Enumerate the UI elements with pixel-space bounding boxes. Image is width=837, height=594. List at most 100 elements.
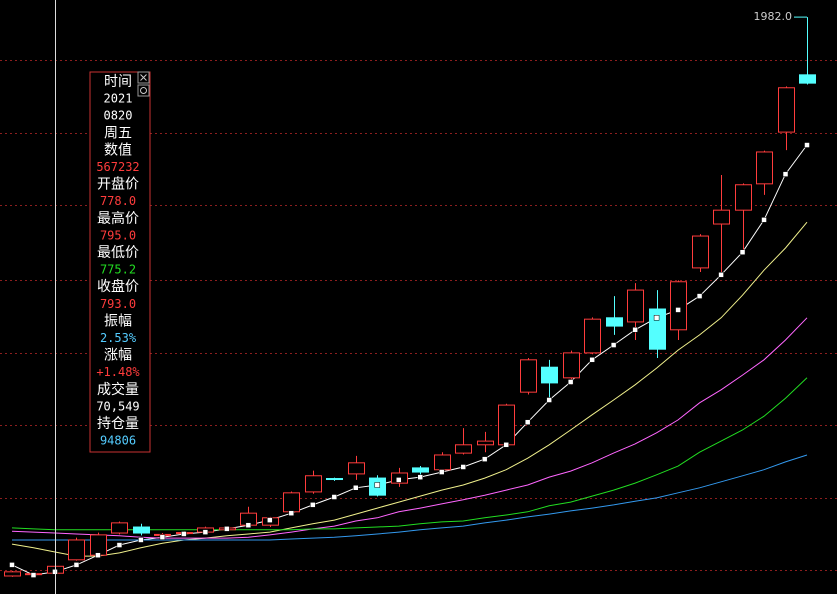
candle-body xyxy=(498,404,515,446)
candle-body xyxy=(133,526,150,534)
info-value: 778.0 xyxy=(100,194,136,208)
ma-marker xyxy=(374,482,381,488)
ma-marker xyxy=(159,534,166,540)
ma-line xyxy=(11,317,808,539)
candle-body xyxy=(68,539,85,561)
candle-body xyxy=(670,281,687,331)
ma-marker xyxy=(675,307,681,313)
candle-body xyxy=(283,492,300,513)
candle-body xyxy=(692,235,709,269)
candle-body xyxy=(713,209,730,225)
ma-marker xyxy=(804,142,810,148)
candle-body xyxy=(541,366,558,384)
ma-marker xyxy=(739,249,746,255)
candle-body xyxy=(326,478,343,481)
info-label: 最高价 xyxy=(97,210,139,227)
candle-body xyxy=(412,467,429,473)
info-label: 开盘价 xyxy=(97,176,139,193)
info-label: 周五 xyxy=(104,125,132,141)
info-label: 数值 xyxy=(104,142,132,158)
candle-body xyxy=(563,352,580,379)
ma-marker xyxy=(30,572,37,578)
candle-body xyxy=(455,444,472,454)
info-label: 涨幅 xyxy=(104,348,132,364)
ma-marker xyxy=(73,562,80,568)
ma-marker xyxy=(610,342,617,348)
ma-marker xyxy=(202,529,209,535)
ma-marker xyxy=(696,293,703,299)
ma-marker xyxy=(632,327,638,333)
ma-marker xyxy=(224,526,230,532)
ma-marker xyxy=(546,397,552,403)
close-button[interactable] xyxy=(137,71,150,84)
info-label: 收盘价 xyxy=(97,278,139,295)
candle-body xyxy=(111,522,128,534)
candle-body xyxy=(627,289,644,323)
ma-marker xyxy=(95,552,101,558)
info-panel-box xyxy=(89,71,151,453)
ma-marker xyxy=(524,419,531,425)
info-value: 567232 xyxy=(96,160,139,174)
info-value: 795.0 xyxy=(100,228,136,242)
ma-marker xyxy=(653,315,660,321)
candle-body xyxy=(778,87,795,133)
info-value: 70,549 xyxy=(96,399,139,413)
ma-marker xyxy=(353,485,359,491)
ma-marker xyxy=(718,272,724,278)
info-label: 振幅 xyxy=(104,313,132,329)
ma-marker xyxy=(116,542,123,548)
candle-body xyxy=(348,462,365,475)
info-value: 793.0 xyxy=(100,297,136,311)
ma-marker xyxy=(503,442,509,448)
ma-marker xyxy=(9,562,15,568)
candle-body xyxy=(90,534,107,556)
ma-marker xyxy=(138,537,144,543)
close-icon[interactable] xyxy=(140,74,147,81)
info-label: 最低价 xyxy=(97,245,139,261)
ma-marker xyxy=(52,569,58,575)
candles: 1982.0 xyxy=(4,0,816,594)
candle-body xyxy=(584,318,601,354)
settings-box[interactable] xyxy=(137,84,150,97)
ma-marker xyxy=(310,502,316,508)
info-label: 成交量 xyxy=(97,381,139,398)
info-value: 2.53% xyxy=(100,331,137,345)
ma-marker xyxy=(288,510,295,516)
info-value: +1.48% xyxy=(96,365,140,379)
candle-body xyxy=(799,74,816,84)
ma-marker xyxy=(245,522,252,528)
ma-marker xyxy=(589,357,595,363)
info-label: 持仓量 xyxy=(97,416,139,432)
ma-marker xyxy=(438,469,445,475)
candle-body xyxy=(477,440,494,446)
candle-body xyxy=(756,151,773,185)
close-box[interactable] xyxy=(137,71,150,84)
candle-body xyxy=(4,571,21,577)
ma-marker xyxy=(761,217,767,223)
ma-marker xyxy=(782,171,789,177)
ma-line xyxy=(12,454,808,541)
info-value: 94806 xyxy=(100,434,136,448)
settings-button[interactable] xyxy=(137,84,150,97)
candle-body xyxy=(735,184,752,211)
ma-line xyxy=(11,221,808,557)
ma-marker xyxy=(481,456,488,462)
info-label: 时间 xyxy=(104,74,132,90)
ma-marker xyxy=(460,464,466,470)
candle-body xyxy=(649,308,666,350)
ma-marker xyxy=(331,494,338,500)
ma-marker xyxy=(567,379,574,385)
ma-marker xyxy=(417,474,423,480)
candle-body xyxy=(520,359,537,393)
ma-marker xyxy=(181,531,187,537)
ma-marker xyxy=(267,517,273,523)
candle-body xyxy=(606,317,623,327)
settings-icon[interactable] xyxy=(140,87,147,94)
candle-body xyxy=(434,454,451,471)
info-value: 0820 xyxy=(104,109,133,123)
candle-body xyxy=(305,475,322,493)
info-value: 775.2 xyxy=(100,263,136,277)
